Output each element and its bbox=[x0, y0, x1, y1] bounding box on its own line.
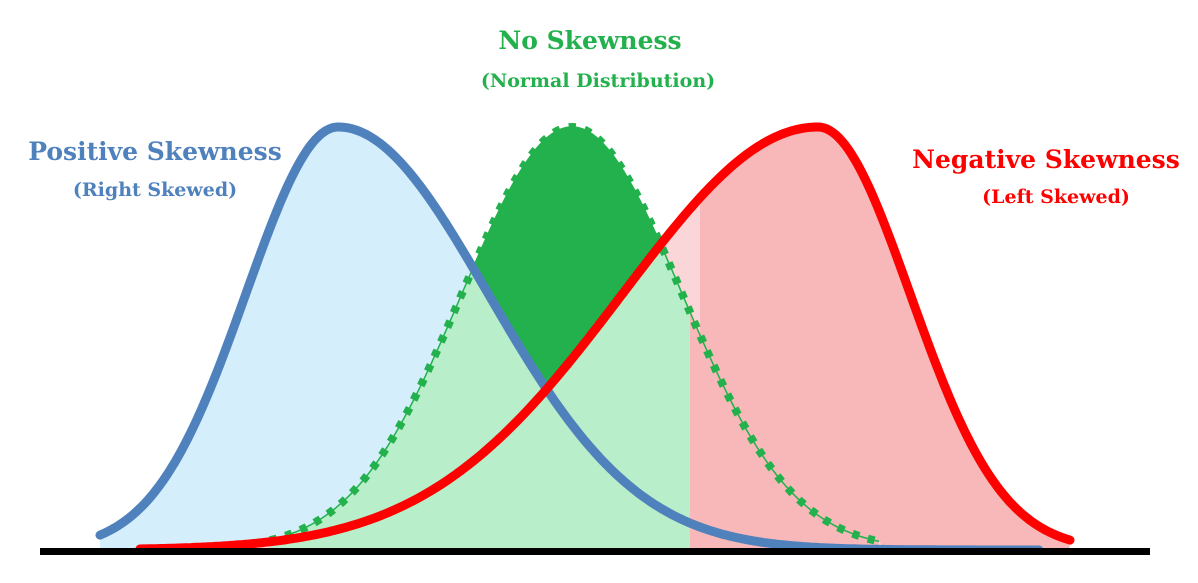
positive-skew-fill bbox=[100, 127, 1039, 550]
normal-curve bbox=[269, 122, 880, 546]
negative-title: Negative Skewness bbox=[912, 145, 1180, 174]
normal-subtitle: (Normal Distribution) bbox=[480, 70, 716, 92]
negative-subtitle: (Left Skewed) bbox=[982, 186, 1130, 208]
negative-skew-curve bbox=[135, 122, 1075, 554]
negative-dark-fill bbox=[700, 127, 1069, 550]
baseline-axis bbox=[40, 548, 1150, 555]
normal-title: No Skewness bbox=[498, 26, 682, 55]
positive-title: Positive Skewness bbox=[28, 137, 282, 166]
positive-subtitle: (Right Skewed) bbox=[72, 179, 238, 201]
normal-dark-fill bbox=[474, 127, 660, 389]
